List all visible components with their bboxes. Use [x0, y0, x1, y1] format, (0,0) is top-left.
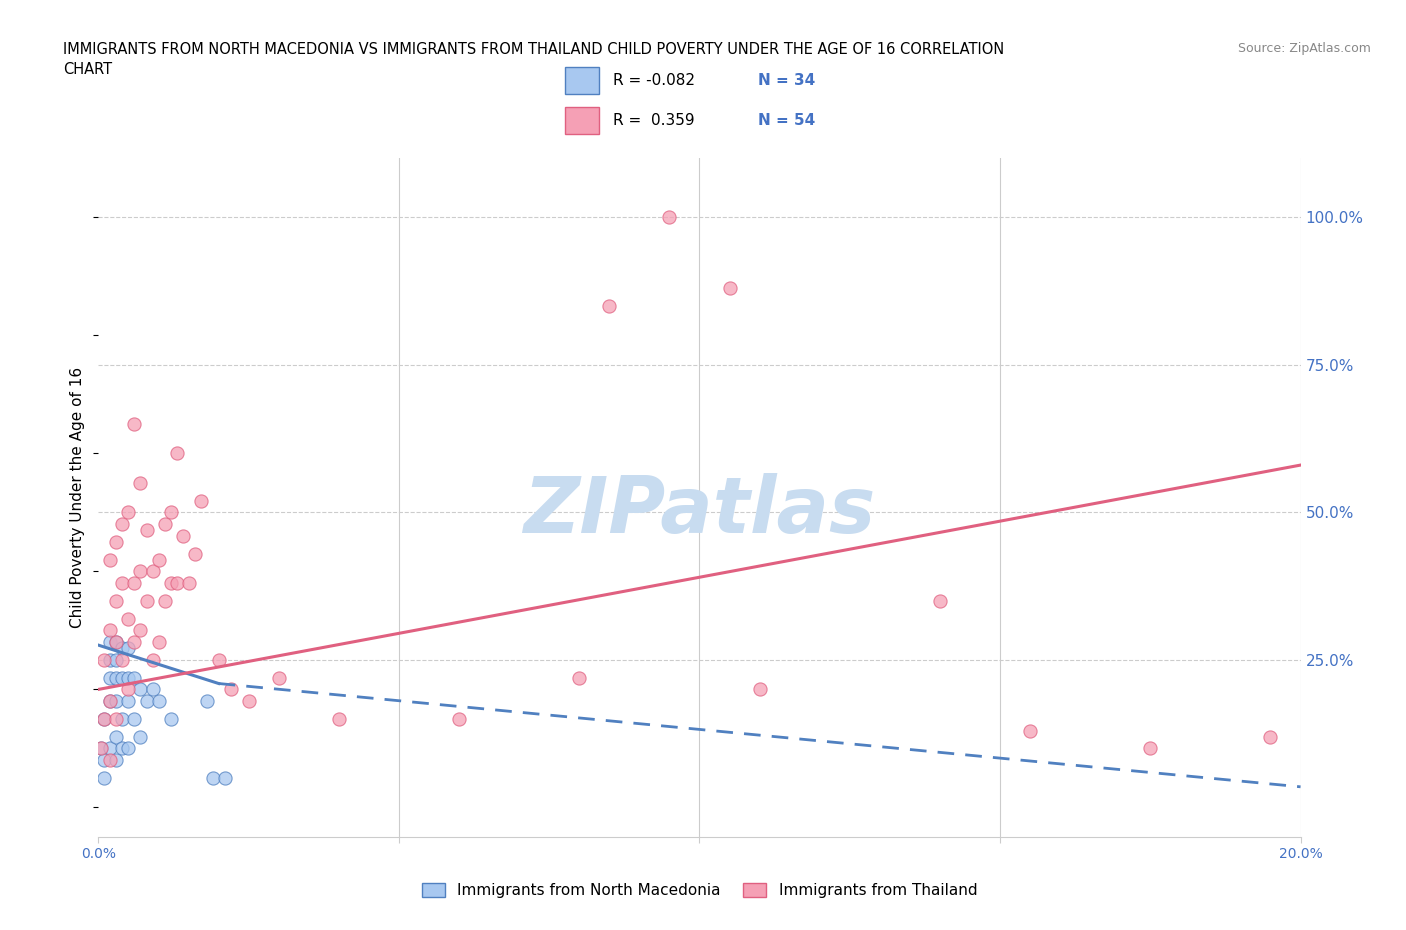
Point [93, 771, 115, 786]
Point [93, 711, 115, 726]
Point [166, 576, 188, 591]
Point [141, 682, 163, 697]
Point [658, 209, 681, 224]
Point [929, 593, 952, 608]
Point [135, 523, 157, 538]
Point [201, 771, 224, 786]
Point [208, 653, 231, 668]
Point [100, 671, 122, 685]
Point [111, 517, 134, 532]
Point [718, 281, 741, 296]
Point [117, 671, 139, 685]
Point [105, 752, 128, 767]
Point [129, 475, 152, 490]
Text: R = -0.082: R = -0.082 [613, 73, 695, 88]
Point [447, 711, 470, 726]
Point [105, 711, 128, 726]
Point [111, 653, 134, 668]
Point [105, 671, 128, 685]
Point [135, 694, 157, 709]
Legend: Immigrants from North Macedonia, Immigrants from Thailand: Immigrants from North Macedonia, Immigra… [416, 877, 983, 904]
Point [124, 635, 146, 650]
Point [148, 694, 170, 709]
Point [105, 635, 128, 650]
FancyBboxPatch shape [565, 67, 599, 94]
Point [328, 711, 350, 726]
Point [100, 653, 122, 668]
Point [111, 671, 134, 685]
Point [105, 535, 128, 550]
Text: IMMIGRANTS FROM NORTH MACEDONIA VS IMMIGRANTS FROM THAILAND CHILD POVERTY UNDER : IMMIGRANTS FROM NORTH MACEDONIA VS IMMIG… [63, 42, 1004, 76]
Point [1139, 741, 1161, 756]
Point [172, 528, 194, 543]
Point [100, 752, 122, 767]
Point [195, 694, 218, 709]
Point [124, 417, 146, 432]
Point [100, 552, 122, 567]
Y-axis label: Child Poverty Under the Age of 16: Child Poverty Under the Age of 16 [70, 367, 86, 628]
Point [568, 671, 591, 685]
Point [141, 653, 163, 668]
Point [105, 635, 128, 650]
Point [124, 711, 146, 726]
Point [159, 576, 181, 591]
Point [159, 711, 181, 726]
Point [117, 505, 139, 520]
Point [117, 641, 139, 656]
Text: Source: ZipAtlas.com: Source: ZipAtlas.com [1237, 42, 1371, 55]
Point [153, 593, 176, 608]
Point [219, 682, 242, 697]
Text: N = 54: N = 54 [758, 113, 815, 127]
Point [100, 694, 122, 709]
Point [111, 741, 134, 756]
Point [93, 711, 115, 726]
Point [166, 445, 188, 460]
Point [598, 299, 620, 313]
Point [117, 741, 139, 756]
Point [238, 694, 260, 709]
Point [100, 623, 122, 638]
Point [105, 694, 128, 709]
Point [117, 611, 139, 626]
Point [105, 729, 128, 744]
Point [100, 635, 122, 650]
Point [148, 552, 170, 567]
Point [105, 593, 128, 608]
Point [111, 711, 134, 726]
Point [141, 564, 163, 578]
Point [90, 741, 112, 756]
Point [124, 576, 146, 591]
Text: N = 34: N = 34 [758, 73, 815, 88]
Point [153, 517, 176, 532]
Point [117, 682, 139, 697]
Point [129, 564, 152, 578]
Point [267, 671, 290, 685]
Point [183, 546, 205, 561]
Point [111, 641, 134, 656]
Point [159, 505, 181, 520]
Point [124, 671, 146, 685]
Point [129, 729, 152, 744]
Point [1019, 724, 1042, 738]
Point [135, 593, 157, 608]
Point [748, 682, 770, 697]
Point [190, 493, 212, 508]
Point [93, 653, 115, 668]
Point [111, 576, 134, 591]
Point [214, 771, 236, 786]
Point [148, 635, 170, 650]
Point [129, 682, 152, 697]
Text: ZIPatlas: ZIPatlas [523, 473, 876, 549]
Point [105, 653, 128, 668]
FancyBboxPatch shape [565, 107, 599, 134]
Point [90, 741, 112, 756]
Point [93, 752, 115, 767]
Point [117, 694, 139, 709]
Point [1260, 729, 1282, 744]
Point [177, 576, 200, 591]
Point [100, 694, 122, 709]
Point [129, 623, 152, 638]
Text: R =  0.359: R = 0.359 [613, 113, 695, 127]
Point [100, 741, 122, 756]
